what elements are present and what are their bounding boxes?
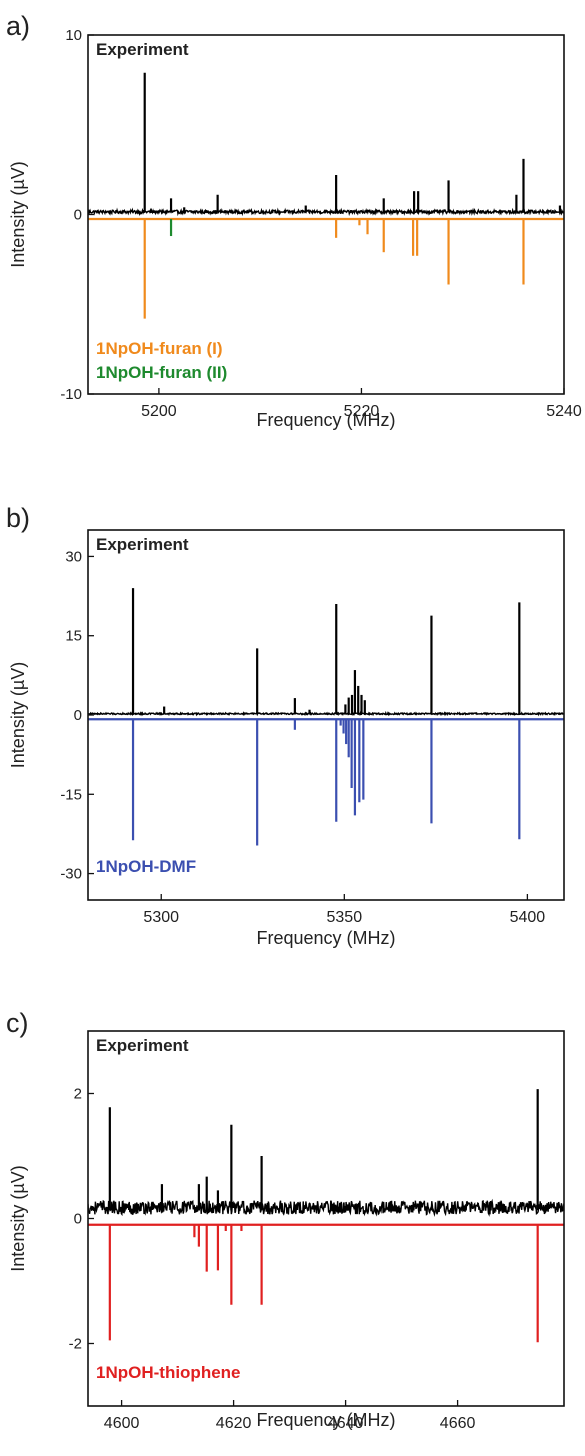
series-0	[88, 1089, 564, 1217]
series-1	[88, 217, 564, 319]
chart-title: Experiment	[96, 535, 189, 554]
series-1	[88, 1223, 564, 1343]
y-tick-label: -15	[60, 786, 82, 803]
x-axis-label: Frequency (MHz)	[256, 410, 395, 430]
panel-label: b)	[6, 503, 30, 533]
y-tick-label: -10	[60, 386, 82, 403]
y-tick-label: 0	[74, 207, 82, 224]
y-tick-label: -30	[60, 866, 82, 883]
y-tick-label: 30	[65, 548, 82, 565]
x-tick-label: 4620	[216, 1415, 252, 1432]
legend-entry: 1NpOH-thiophene	[96, 1363, 241, 1382]
x-axis-label: Frequency (MHz)	[256, 1410, 395, 1430]
chart-panel-1: a) 10 0 -10 5200 5220 5240 Frequency (MHz) Inten…	[6, 11, 582, 430]
series-1	[88, 718, 564, 846]
y-axis-label: Intensity (µV)	[8, 161, 28, 267]
plot-data	[88, 1089, 564, 1343]
x-tick-label: 5200	[141, 403, 177, 420]
x-tick-label: 5400	[510, 909, 546, 926]
y-tick-label: 0	[74, 1211, 82, 1228]
legend-entry: 1NpOH-furan (II)	[96, 363, 227, 382]
y-tick-label: 10	[65, 27, 82, 44]
y-tick-label: -2	[69, 1336, 82, 1353]
chart-panel-3: c) 2 0 -2 4600 4620 4640 4660 Frequency (MHz) Int…	[6, 1008, 565, 1432]
chart-title: Experiment	[96, 40, 189, 59]
y-tick-label: 0	[74, 707, 82, 724]
plot-frame	[87, 1030, 565, 1407]
x-axis-label: Frequency (MHz)	[256, 928, 395, 948]
x-tick-label: 4640	[328, 1415, 364, 1432]
plot-frame	[87, 529, 565, 901]
panel-label: c)	[6, 1008, 29, 1038]
series-0	[88, 588, 564, 717]
x-tick-label: 4600	[104, 1415, 140, 1432]
panel-label: a)	[6, 11, 30, 41]
legend-entry: 1NpOH-DMF	[96, 857, 196, 876]
noise-trace	[88, 1198, 564, 1217]
noise-trace	[88, 207, 564, 217]
x-tick-label: 4660	[440, 1415, 476, 1432]
x-tick-label: 5300	[143, 909, 179, 926]
plot-data	[88, 72, 564, 319]
x-tick-label: 5350	[327, 909, 363, 926]
y-tick-label: 2	[74, 1086, 82, 1103]
x-tick-label: 5220	[344, 403, 380, 420]
legend-entry: 1NpOH-furan (I)	[96, 339, 223, 358]
y-axis-label: Intensity (µV)	[8, 662, 28, 768]
x-tick-label: 5240	[546, 403, 582, 420]
chart-panel-2: b) 30 15 0 -15 -30 5300 5350 5400 Frequency (MHz)…	[6, 503, 565, 948]
noise-trace	[88, 710, 564, 717]
y-axis-label: Intensity (µV)	[8, 1165, 28, 1271]
plot-data	[88, 588, 564, 846]
series-0	[88, 72, 564, 217]
chart-title: Experiment	[96, 1036, 189, 1055]
y-tick-label: 15	[65, 628, 82, 645]
